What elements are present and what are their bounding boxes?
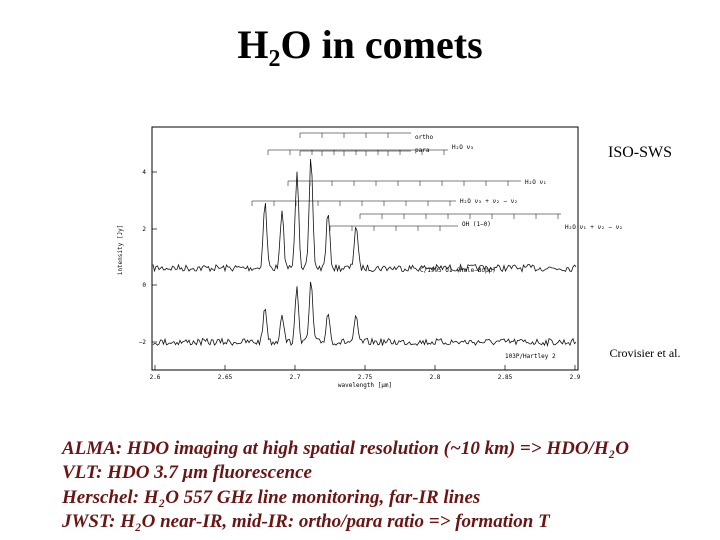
plot-frame: [151, 126, 579, 371]
note-line: JWST: H₂O near-IR, mid-IR: ortho/para ra…: [61, 511, 551, 532]
y-tick-label: −2: [139, 339, 147, 346]
annotation: H₂O ν₁: [525, 179, 547, 186]
note-line: VLT: HDO 3.7 μm fluorescence: [62, 462, 313, 483]
annotation: ortho: [415, 134, 433, 141]
x-tick-label: 2.9: [570, 374, 581, 381]
y-tick-label: 0: [142, 282, 146, 289]
x-tick-label: 2.6: [150, 374, 161, 381]
annotation: H₂O ν₃ + ν₂ − ν₂: [460, 198, 518, 205]
annotation: OH (1−0): [462, 221, 491, 228]
source-label: ISO-SWS: [608, 144, 672, 161]
x-tick-label: 2.75: [358, 374, 373, 381]
x-tick-label: 2.7: [290, 374, 301, 381]
annotation: H₂O ν₃: [452, 144, 474, 151]
y-axis-label: intensity [Jy]: [117, 225, 124, 276]
spectrum-figure: ISO-SWS Crovisier et al. intensity [Jy] …: [117, 126, 681, 389]
note-line: Herschel: H₂O 557 GHz line monitoring, f…: [61, 487, 480, 508]
spectrum-trace: [152, 281, 577, 348]
x-tick-label: 2.85: [498, 374, 513, 381]
credit: Crovisier et al.: [610, 346, 681, 360]
annotation: 103P/Hartley 2: [505, 353, 556, 360]
y-tick-label: 2: [142, 226, 146, 233]
spectrum-trace: [152, 158, 577, 273]
slide-title: H₂O in comets: [237, 22, 482, 67]
x-axis-label: wavelength [μm]: [338, 382, 392, 389]
note-line: ALMA: HDO imaging at high spatial resolu…: [61, 438, 629, 459]
annotation: C/1995 O1 (Hale−Bopp): [420, 267, 496, 274]
annotation: para: [415, 147, 430, 154]
x-tick-label: 2.8: [430, 374, 441, 381]
annotation: H₂O ν₁ + ν₂ − ν₂: [565, 224, 623, 231]
x-tick-label: 2.65: [218, 374, 233, 381]
y-tick-label: 4: [142, 169, 146, 176]
